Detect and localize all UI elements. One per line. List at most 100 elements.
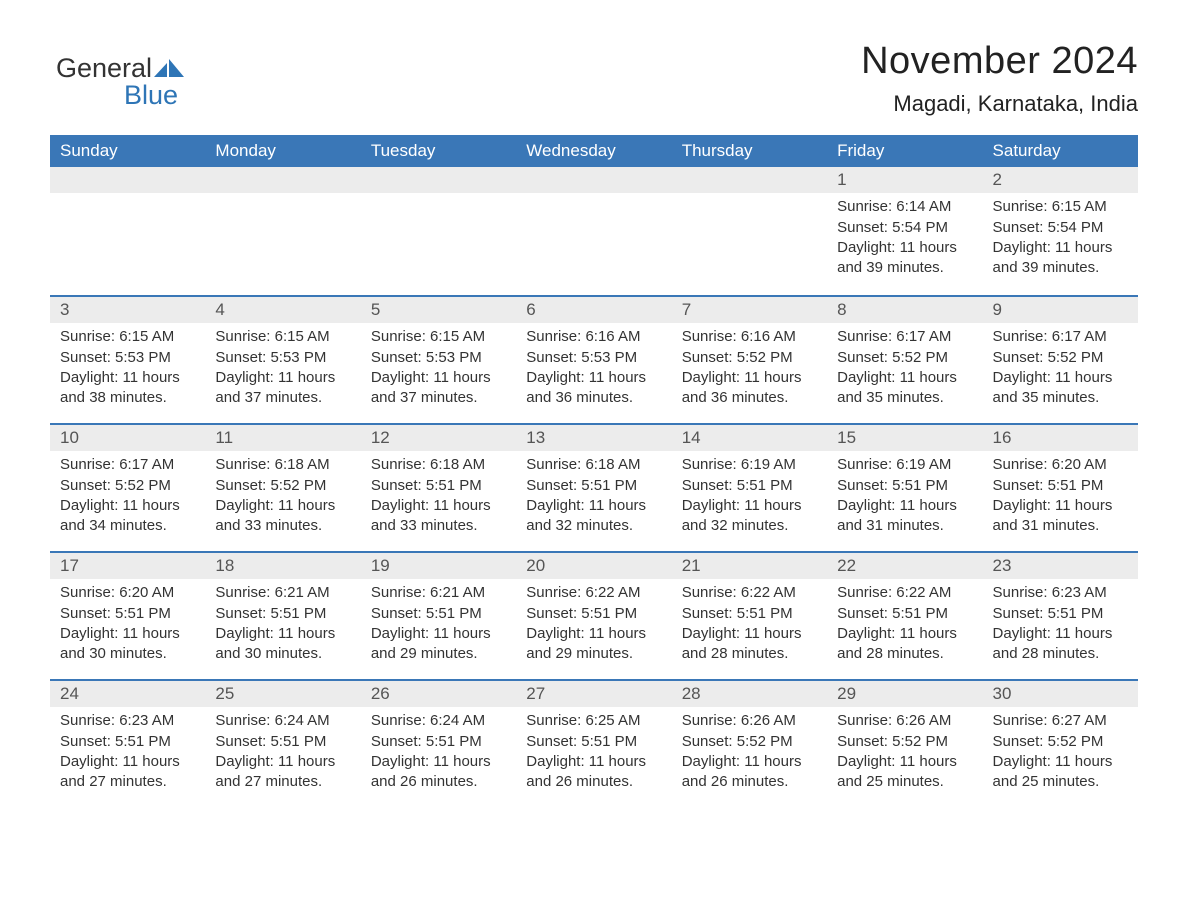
calendar-day-cell: 23Sunrise: 6:23 AMSunset: 5:51 PMDayligh… [983,551,1138,679]
calendar-day-cell [672,167,827,295]
sunset-text: Sunset: 5:52 PM [682,348,817,368]
daylight-text: Daylight: 11 hours and 29 minutes. [371,624,506,665]
daylight-text: Daylight: 11 hours and 26 minutes. [371,752,506,793]
daylight-text: Daylight: 11 hours and 39 minutes. [837,238,972,279]
day-number: 23 [983,551,1138,579]
logo-flag-icon [154,59,184,82]
calendar-location: Magadi, Karnataka, India [50,91,1138,117]
day-details: Sunrise: 6:18 AMSunset: 5:51 PMDaylight:… [361,451,516,540]
calendar-day-cell: 10Sunrise: 6:17 AMSunset: 5:52 PMDayligh… [50,423,205,551]
sunset-text: Sunset: 5:52 PM [837,732,972,752]
sunrise-text: Sunrise: 6:24 AM [215,711,350,731]
sunset-text: Sunset: 5:53 PM [371,348,506,368]
sunset-text: Sunset: 5:54 PM [837,218,972,238]
sunrise-text: Sunrise: 6:23 AM [60,711,195,731]
sunset-text: Sunset: 5:53 PM [60,348,195,368]
day-details: Sunrise: 6:24 AMSunset: 5:51 PMDaylight:… [205,707,360,796]
sunset-text: Sunset: 5:53 PM [215,348,350,368]
calendar-day-cell: 1Sunrise: 6:14 AMSunset: 5:54 PMDaylight… [827,167,982,295]
calendar-day-cell: 19Sunrise: 6:21 AMSunset: 5:51 PMDayligh… [361,551,516,679]
day-details: Sunrise: 6:26 AMSunset: 5:52 PMDaylight:… [827,707,982,796]
day-details: Sunrise: 6:24 AMSunset: 5:51 PMDaylight:… [361,707,516,796]
day-details: Sunrise: 6:19 AMSunset: 5:51 PMDaylight:… [672,451,827,540]
calendar-day-cell: 12Sunrise: 6:18 AMSunset: 5:51 PMDayligh… [361,423,516,551]
logo-word1: General [56,53,152,83]
daylight-text: Daylight: 11 hours and 38 minutes. [60,368,195,409]
day-number: 5 [361,295,516,323]
sunrise-text: Sunrise: 6:25 AM [526,711,661,731]
day-number: 11 [205,423,360,451]
daylight-text: Daylight: 11 hours and 35 minutes. [837,368,972,409]
calendar-day-cell: 15Sunrise: 6:19 AMSunset: 5:51 PMDayligh… [827,423,982,551]
day-number: 20 [516,551,671,579]
calendar-day-cell: 18Sunrise: 6:21 AMSunset: 5:51 PMDayligh… [205,551,360,679]
daylight-text: Daylight: 11 hours and 39 minutes. [993,238,1128,279]
weekday-header-row: Sunday Monday Tuesday Wednesday Thursday… [50,135,1138,167]
day-details: Sunrise: 6:18 AMSunset: 5:51 PMDaylight:… [516,451,671,540]
calendar-day-cell: 9Sunrise: 6:17 AMSunset: 5:52 PMDaylight… [983,295,1138,423]
sunset-text: Sunset: 5:52 PM [837,348,972,368]
day-details: Sunrise: 6:16 AMSunset: 5:52 PMDaylight:… [672,323,827,412]
weekday-header: Tuesday [361,135,516,167]
sunset-text: Sunset: 5:52 PM [60,476,195,496]
day-details: Sunrise: 6:16 AMSunset: 5:53 PMDaylight:… [516,323,671,412]
calendar-week-row: 24Sunrise: 6:23 AMSunset: 5:51 PMDayligh… [50,679,1138,807]
day-details: Sunrise: 6:15 AMSunset: 5:54 PMDaylight:… [983,193,1138,282]
day-details: Sunrise: 6:15 AMSunset: 5:53 PMDaylight:… [205,323,360,412]
calendar-day-cell [516,167,671,295]
calendar-day-cell: 8Sunrise: 6:17 AMSunset: 5:52 PMDaylight… [827,295,982,423]
calendar-day-cell: 6Sunrise: 6:16 AMSunset: 5:53 PMDaylight… [516,295,671,423]
sunrise-text: Sunrise: 6:17 AM [60,455,195,475]
calendar-week-row: 3Sunrise: 6:15 AMSunset: 5:53 PMDaylight… [50,295,1138,423]
calendar-week-row: 10Sunrise: 6:17 AMSunset: 5:52 PMDayligh… [50,423,1138,551]
sunrise-text: Sunrise: 6:18 AM [215,455,350,475]
calendar-day-cell: 11Sunrise: 6:18 AMSunset: 5:52 PMDayligh… [205,423,360,551]
sunrise-text: Sunrise: 6:14 AM [837,197,972,217]
sunrise-text: Sunrise: 6:21 AM [215,583,350,603]
sunrise-text: Sunrise: 6:22 AM [837,583,972,603]
sunset-text: Sunset: 5:54 PM [993,218,1128,238]
day-number: 19 [361,551,516,579]
day-details: Sunrise: 6:26 AMSunset: 5:52 PMDaylight:… [672,707,827,796]
day-number: 6 [516,295,671,323]
daylight-text: Daylight: 11 hours and 31 minutes. [837,496,972,537]
day-details: Sunrise: 6:17 AMSunset: 5:52 PMDaylight:… [983,323,1138,412]
daylight-text: Daylight: 11 hours and 34 minutes. [60,496,195,537]
day-details: Sunrise: 6:20 AMSunset: 5:51 PMDaylight:… [50,579,205,668]
sunset-text: Sunset: 5:51 PM [993,604,1128,624]
calendar-day-cell: 21Sunrise: 6:22 AMSunset: 5:51 PMDayligh… [672,551,827,679]
calendar-day-cell: 25Sunrise: 6:24 AMSunset: 5:51 PMDayligh… [205,679,360,807]
logo-word2: Blue [124,80,178,110]
sunrise-text: Sunrise: 6:21 AM [371,583,506,603]
daylight-text: Daylight: 11 hours and 29 minutes. [526,624,661,665]
sunrise-text: Sunrise: 6:15 AM [60,327,195,347]
sunset-text: Sunset: 5:51 PM [371,476,506,496]
daylight-text: Daylight: 11 hours and 33 minutes. [215,496,350,537]
day-number: 26 [361,679,516,707]
calendar-day-cell: 29Sunrise: 6:26 AMSunset: 5:52 PMDayligh… [827,679,982,807]
weekday-header: Saturday [983,135,1138,167]
day-number: 3 [50,295,205,323]
daylight-text: Daylight: 11 hours and 26 minutes. [682,752,817,793]
day-number: 4 [205,295,360,323]
sunrise-text: Sunrise: 6:17 AM [993,327,1128,347]
calendar-day-cell: 22Sunrise: 6:22 AMSunset: 5:51 PMDayligh… [827,551,982,679]
sunset-text: Sunset: 5:51 PM [526,604,661,624]
daylight-text: Daylight: 11 hours and 25 minutes. [837,752,972,793]
daylight-text: Daylight: 11 hours and 32 minutes. [682,496,817,537]
daylight-text: Daylight: 11 hours and 26 minutes. [526,752,661,793]
day-number [361,167,516,193]
sunrise-text: Sunrise: 6:18 AM [526,455,661,475]
day-number: 28 [672,679,827,707]
day-details: Sunrise: 6:15 AMSunset: 5:53 PMDaylight:… [50,323,205,412]
sunset-text: Sunset: 5:51 PM [526,476,661,496]
daylight-text: Daylight: 11 hours and 35 minutes. [993,368,1128,409]
day-details: Sunrise: 6:22 AMSunset: 5:51 PMDaylight:… [827,579,982,668]
daylight-text: Daylight: 11 hours and 36 minutes. [526,368,661,409]
weekday-header: Wednesday [516,135,671,167]
sunrise-text: Sunrise: 6:26 AM [837,711,972,731]
day-number [50,167,205,193]
sunrise-text: Sunrise: 6:20 AM [60,583,195,603]
calendar-title: November 2024 [50,40,1138,83]
day-number: 7 [672,295,827,323]
